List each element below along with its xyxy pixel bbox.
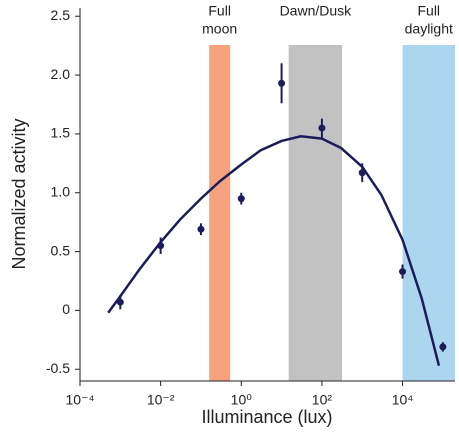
data-point: [278, 79, 286, 87]
data-point: [439, 343, 447, 351]
data-point: [237, 195, 245, 203]
band-label: Full: [417, 3, 440, 19]
x-tick-label: 10⁰: [231, 392, 253, 408]
x-tick-label: 10²: [312, 392, 333, 408]
data-point: [157, 242, 165, 250]
y-axis-title: Normalized activity: [9, 118, 29, 269]
x-tick-label: 10⁻²: [147, 392, 175, 408]
data-point: [399, 268, 407, 276]
data-point: [116, 298, 124, 306]
x-axis-title: Illuminance (lux): [201, 407, 332, 427]
x-tick-label: 10⁻⁴: [66, 392, 95, 408]
y-tick-label: 0.5: [51, 242, 71, 258]
band-label: Dawn/Dusk: [280, 3, 353, 19]
y-tick-label: 2.5: [51, 7, 71, 23]
band: [288, 45, 343, 381]
data-point: [197, 225, 205, 233]
x-tick-label: 10⁴: [392, 392, 414, 408]
band-label: Full: [208, 3, 231, 19]
band-label: daylight: [405, 21, 453, 37]
y-tick-label: 1.5: [51, 125, 71, 141]
y-tick-label: 1.0: [51, 183, 71, 199]
y-tick-label: 2.0: [51, 66, 71, 82]
y-tick-label: 0: [62, 301, 70, 317]
band: [209, 45, 231, 381]
data-point: [318, 124, 326, 132]
band-label: moon: [202, 21, 237, 37]
y-tick-label: -0.5: [46, 360, 70, 376]
fit-curve: [107, 134, 441, 367]
data-point: [358, 169, 366, 177]
